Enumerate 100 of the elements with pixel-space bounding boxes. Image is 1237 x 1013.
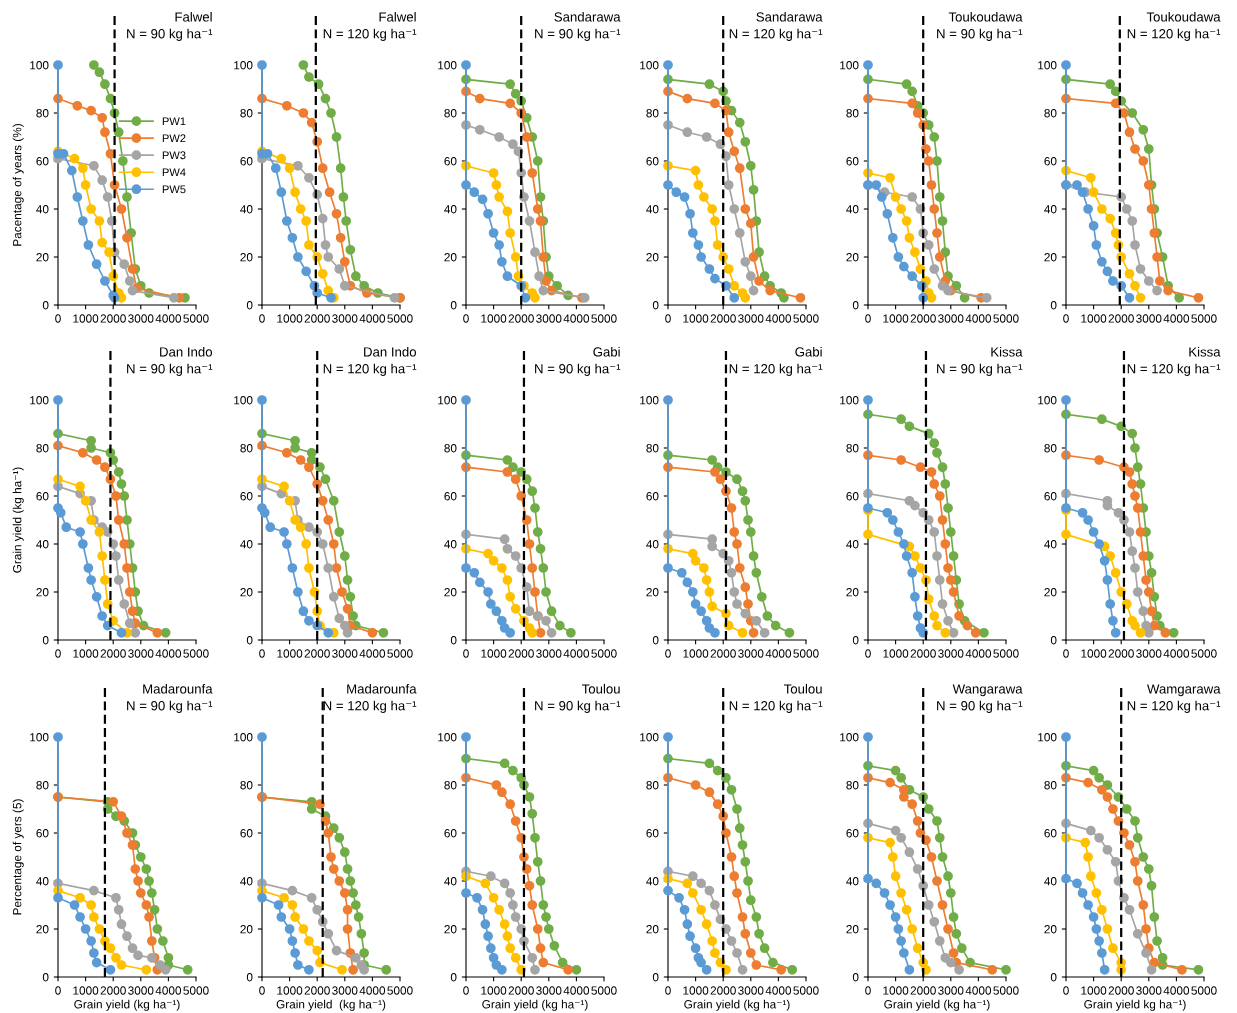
- y-tick-label: 40: [846, 540, 859, 549]
- x-tick-label: 3000: [1136, 986, 1162, 995]
- x-tick-label: 1000: [73, 314, 99, 323]
- x-tick-label: 5000: [793, 649, 819, 658]
- x-tick-label: 3000: [738, 314, 764, 323]
- y-tick-label: 40: [36, 205, 49, 214]
- y-tick-label: 80: [1044, 444, 1057, 453]
- x-tick-label: 2000: [1108, 986, 1134, 995]
- chart-title: Madarounfa: [347, 683, 417, 694]
- chart-subtitle: N = 90 kg ha⁻¹: [535, 28, 621, 41]
- y-tick-label: 20: [444, 588, 457, 597]
- x-tick-label: 3000: [1136, 314, 1162, 323]
- chart-subtitle: N = 120 kg ha⁻¹: [729, 700, 823, 713]
- x-tick-label: 3000: [128, 986, 154, 995]
- x-tick-label: 5000: [1191, 314, 1217, 323]
- y-axis-title: Pacentage of years (%): [12, 124, 24, 246]
- y-tick-label: 80: [646, 781, 659, 790]
- x-tick-label: 4000: [155, 986, 182, 995]
- x-tick-label: 3000: [738, 986, 764, 995]
- x-tick-label: 4000: [155, 314, 182, 323]
- x-tick-label: 0: [1063, 649, 1069, 658]
- chart-title: Kissa: [991, 346, 1023, 357]
- x-tick-label: 0: [463, 986, 469, 995]
- y-tick-label: 0: [42, 636, 49, 645]
- x-tick-label: 3000: [938, 314, 964, 323]
- x-tick-label: 5000: [387, 314, 413, 323]
- x-tick-label: 1000: [277, 314, 303, 323]
- x-tick-label: 5000: [591, 649, 617, 658]
- y-tick-label: 40: [1044, 540, 1057, 549]
- y-tick-label: 100: [1038, 61, 1057, 70]
- x-tick-label: 1000: [481, 314, 507, 323]
- y-tick-label: 60: [36, 157, 49, 166]
- y-tick-label: 60: [646, 492, 659, 501]
- chart-title: Dan Indo: [364, 346, 417, 357]
- x-tick-label: 5000: [591, 314, 617, 323]
- y-tick-label: 20: [444, 925, 457, 934]
- y-tick-label: 100: [234, 61, 253, 70]
- x-tick-label: 3000: [536, 314, 562, 323]
- y-tick-label: 20: [36, 588, 49, 597]
- x-tick-label: 2000: [710, 649, 736, 658]
- x-tick-label: 0: [259, 986, 265, 995]
- chart-subtitle: N = 90 kg ha⁻¹: [127, 363, 213, 376]
- y-tick-label: 60: [646, 157, 659, 166]
- y-tick-label: 60: [444, 157, 457, 166]
- x-tick-label: 4000: [1163, 314, 1190, 323]
- chart-subtitle: N = 90 kg ha⁻¹: [535, 700, 621, 713]
- x-tick-label: 4000: [359, 986, 386, 995]
- x-tick-label: 5000: [387, 649, 413, 658]
- x-tick-label: 5000: [183, 314, 209, 323]
- x-tick-label: 4000: [965, 986, 992, 995]
- x-tick-label: 1000: [683, 314, 709, 323]
- y-tick-label: 60: [846, 157, 859, 166]
- x-tick-label: 4000: [765, 649, 792, 658]
- chart-subtitle: N = 90 kg ha⁻¹: [937, 363, 1023, 376]
- chart-title: Gabi: [593, 346, 620, 357]
- y-tick-label: 40: [1044, 205, 1057, 214]
- chart-title: Wangarawa: [952, 684, 1023, 697]
- y-tick-label: 40: [646, 877, 659, 886]
- y-tick-label: 20: [846, 925, 859, 934]
- x-tick-label: 3000: [938, 986, 964, 995]
- x-tick-label: 0: [665, 649, 671, 658]
- x-tick-label: 2000: [304, 314, 330, 323]
- y-tick-label: 80: [36, 109, 49, 118]
- chart-subtitle: N = 90 kg ha⁻¹: [937, 28, 1023, 41]
- x-tick-label: 4000: [359, 314, 386, 323]
- x-tick-label: 2000: [508, 986, 534, 995]
- y-tick-label: 100: [1038, 733, 1057, 742]
- y-tick-label: 80: [1044, 109, 1057, 118]
- y-tick-label: 60: [240, 492, 253, 501]
- x-tick-label: 1000: [683, 649, 709, 658]
- y-tick-label: 40: [846, 205, 859, 214]
- y-tick-label: 40: [36, 540, 49, 549]
- x-tick-label: 2000: [1108, 314, 1134, 323]
- y-tick-label: 0: [652, 301, 659, 310]
- chart-subtitle: N = 120 kg ha⁻¹: [323, 28, 417, 41]
- x-tick-label: 0: [259, 314, 265, 323]
- y-tick-label: 40: [846, 877, 859, 886]
- chart-title: Kissa: [1189, 346, 1221, 357]
- x-tick-label: 3000: [536, 649, 562, 658]
- y-tick-label: 0: [1050, 301, 1057, 310]
- x-axis-title: Grain yield (kg ha⁻¹): [74, 999, 180, 1011]
- x-tick-label: 1000: [1081, 314, 1107, 323]
- y-tick-label: 100: [640, 733, 659, 742]
- chart-title: Dan Indo: [160, 346, 213, 357]
- chart-title: Sandarawa: [756, 11, 823, 22]
- chart-subtitle: N = 120 kg ha⁻¹: [1127, 28, 1221, 41]
- y-tick-label: 60: [240, 829, 253, 838]
- x-tick-label: 0: [1063, 986, 1069, 995]
- x-tick-label: 0: [665, 986, 671, 995]
- x-tick-label: 4000: [563, 986, 590, 995]
- y-tick-label: 100: [30, 61, 49, 70]
- x-tick-label: 4000: [359, 649, 386, 658]
- x-tick-label: 1000: [883, 314, 909, 323]
- x-tick-label: 5000: [1191, 649, 1217, 658]
- y-tick-label: 40: [36, 877, 49, 886]
- y-tick-label: 0: [450, 636, 457, 645]
- x-tick-label: 2000: [304, 649, 330, 658]
- y-tick-label: 40: [240, 205, 253, 214]
- chart-subtitle: N = 120 kg ha⁻¹: [1127, 700, 1221, 713]
- y-tick-label: 100: [640, 396, 659, 405]
